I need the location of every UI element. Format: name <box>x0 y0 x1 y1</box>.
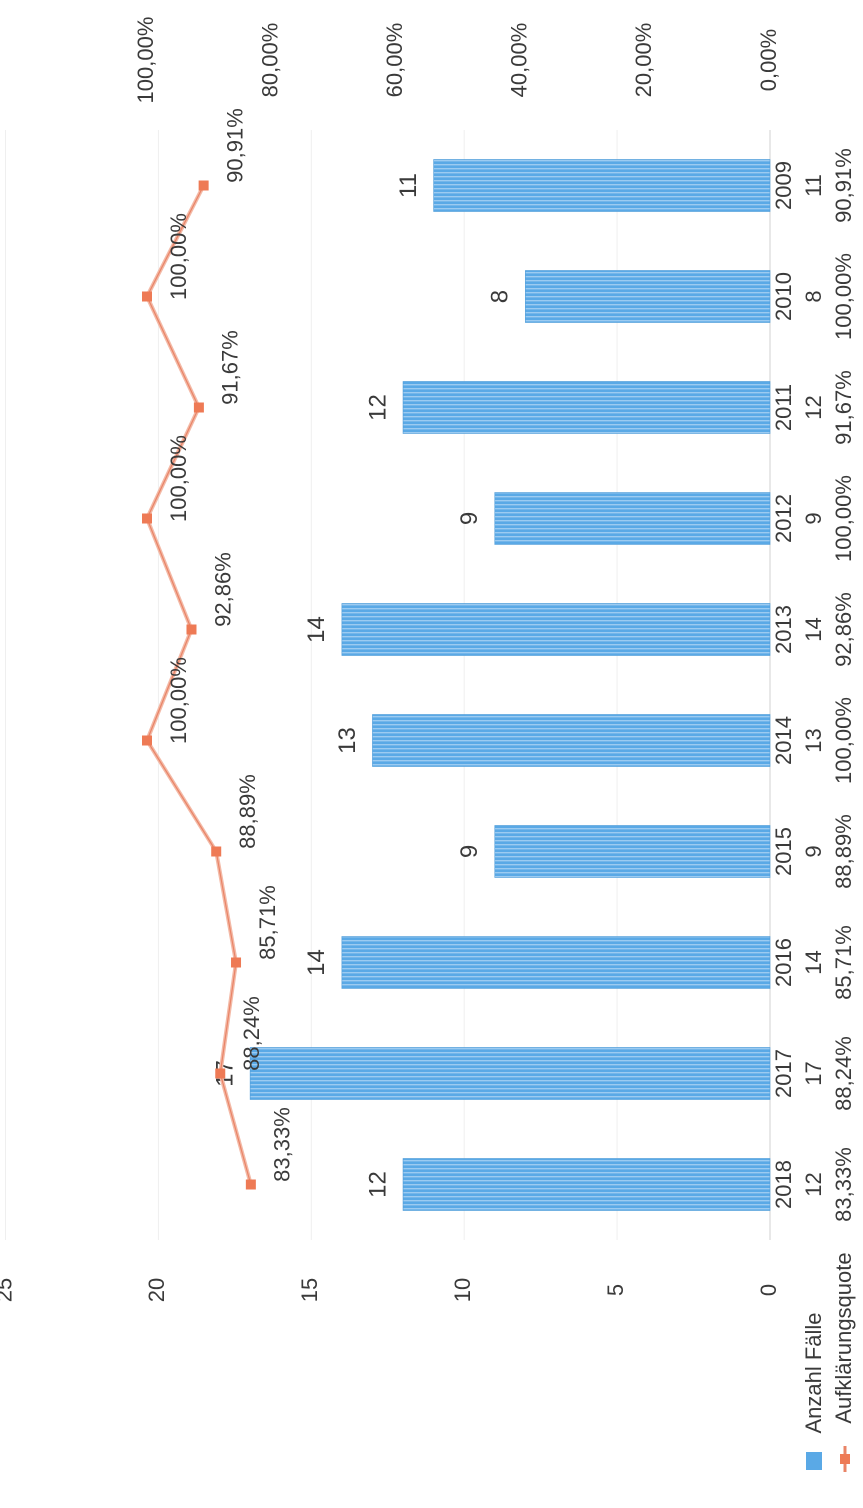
legend-swatch-bar <box>806 1452 822 1470</box>
bar <box>402 381 771 434</box>
table-cell: 100,00% <box>831 697 856 784</box>
table-cell: 88,89% <box>831 814 856 889</box>
line-marker <box>215 1068 226 1079</box>
line-data-label: 90,91% <box>222 108 247 183</box>
bar <box>433 159 771 212</box>
category-label: 2018 <box>771 1160 796 1209</box>
table-cell: 91,67% <box>831 370 856 445</box>
line-data-label: 100,00% <box>166 435 191 522</box>
primary-tick-label: 0 <box>756 1284 781 1296</box>
table-cell: 85,71% <box>831 925 856 1000</box>
table-cell: 9 <box>801 845 826 857</box>
table-cell: 92,86% <box>831 592 856 667</box>
primary-axis: 0510152025303540 <box>0 1278 781 1302</box>
primary-tick-label: 15 <box>297 1278 322 1302</box>
legend-label-line: Aufklärungsquote <box>831 1252 856 1423</box>
bar-data-label: 8 <box>487 290 514 303</box>
category-label: 2011 <box>771 384 796 431</box>
secondary-tick-label: 0,00% <box>756 29 781 91</box>
bar <box>341 936 771 989</box>
bar <box>494 492 771 545</box>
table-cell: 8 <box>801 290 826 302</box>
line-marker <box>186 624 197 635</box>
primary-tick-label: 25 <box>0 1278 16 1302</box>
table-cell: 12 <box>801 395 826 419</box>
line-marker <box>198 180 209 191</box>
table-cell: 83,33% <box>831 1147 856 1222</box>
line-marker <box>193 402 204 413</box>
legend-label-bar: Anzahl Fälle <box>801 1312 826 1433</box>
bar-data-label: 12 <box>364 394 391 421</box>
line-marker <box>245 1179 256 1190</box>
table-cell: 100,00% <box>831 253 856 340</box>
primary-tick-label: 5 <box>603 1284 628 1296</box>
primary-tick-label: 10 <box>450 1278 475 1302</box>
line-data-label: 88,24% <box>239 996 264 1071</box>
category-label: 2012 <box>771 494 796 543</box>
secondary-tick-label: 80,00% <box>257 23 282 98</box>
primary-tick-label: 20 <box>144 1278 169 1302</box>
table-cell: 12 <box>801 1172 826 1196</box>
line-data-label: 100,00% <box>166 213 191 300</box>
line-data-label: 85,71% <box>255 885 280 960</box>
secondary-axis: 0,00% 20,00% 40,00% 60,00% 80,00% 100,00% <box>133 17 781 104</box>
bar <box>525 270 771 323</box>
bar-data-label: 14 <box>303 949 330 976</box>
table-cell: 11 <box>801 174 826 197</box>
bar-data-label: 13 <box>334 727 361 754</box>
bar-data-label: 9 <box>456 512 483 525</box>
table-cell: 100,00% <box>831 475 856 562</box>
table-cell: 14 <box>801 950 826 974</box>
category-label: 2014 <box>771 716 796 765</box>
bar-data-label: 14 <box>303 616 330 643</box>
series-line <box>146 185 252 1185</box>
bar-data-label: 12 <box>364 1171 391 1198</box>
category-label: 2013 <box>771 605 796 654</box>
line-data-label: 100,00% <box>166 657 191 744</box>
table-cell: 90,91% <box>831 148 856 223</box>
line-marker <box>142 291 152 302</box>
bar <box>372 714 771 767</box>
secondary-tick-label: 40,00% <box>507 23 532 98</box>
table-cell: 9 <box>801 512 826 524</box>
line-marker <box>142 513 152 524</box>
category-label: 2016 <box>771 938 796 987</box>
line-marker <box>142 735 152 746</box>
data-table: 2009 2010 2011 2012 2013 2014 2015 2016 2017 2018… <box>771 148 856 1222</box>
bar <box>402 1158 771 1211</box>
bar <box>341 603 771 656</box>
bar <box>494 825 771 878</box>
table-cell: 17 <box>801 1061 826 1085</box>
bar <box>249 1047 771 1100</box>
line-marker <box>211 846 222 857</box>
secondary-tick-label: 60,00% <box>382 23 407 98</box>
secondary-tick-label: 100,00% <box>133 17 158 104</box>
category-label: 2010 <box>771 272 796 321</box>
line-data-label: 83,33% <box>270 1107 295 1182</box>
category-label: 2009 <box>771 161 796 210</box>
table-cell: 14 <box>801 617 826 641</box>
bar-data-label: 11 <box>395 173 422 198</box>
legend: Anzahl Fälle Aufklärungsquote <box>801 1252 856 1472</box>
legend-swatch-marker <box>840 1454 850 1464</box>
category-label: 2017 <box>771 1049 796 1098</box>
line-data-label: 88,89% <box>235 774 260 849</box>
table-cell: 13 <box>801 728 826 752</box>
table-cell: 88,24% <box>831 1036 856 1111</box>
secondary-tick-label: 20,00% <box>631 23 656 98</box>
line-series: 90,91% 100,00% 91,67% 100,00% 92,86% 100,00% 8… <box>142 108 295 1190</box>
category-label: 2015 <box>771 827 796 876</box>
line-data-label: 91,67% <box>218 330 243 405</box>
line-data-label: 92,86% <box>210 552 235 627</box>
line-marker <box>231 957 242 968</box>
bar-data-label: 9 <box>456 845 483 858</box>
